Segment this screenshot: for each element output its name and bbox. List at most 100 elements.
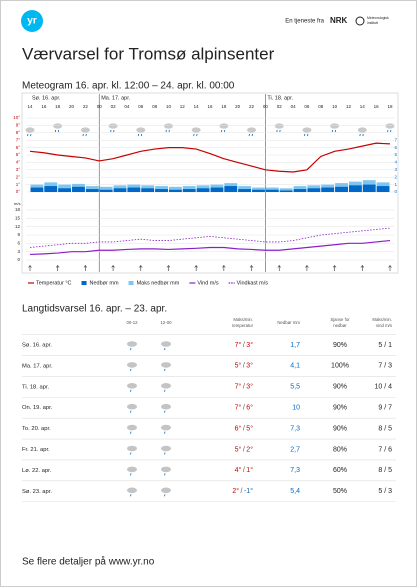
wind-tick-label: 15 [15,216,21,221]
weather-icon [362,133,364,137]
column-header: Sjanse for [330,317,350,322]
day-label: Sø. 16. apr. [32,95,61,101]
row-day: To. 20. apr. [22,426,51,432]
row-day: Ma. 17. apr. [22,363,53,369]
wind-value: 8 / 5 [378,467,392,474]
wind-arrow [111,265,115,268]
temp-min: 5° [246,424,253,432]
met-text: institutt [367,21,378,25]
weather-icon [357,127,367,133]
temp-min: 3° [246,362,253,370]
y2-tick-label: 4 [394,160,397,165]
y-tick-label: 10° [13,115,20,120]
wind-value: 5 / 3 [378,488,392,495]
weather-icon [307,133,309,137]
meteogram-frame [21,92,399,274]
hour-label: 06 [304,104,310,109]
weather-icon [161,445,171,452]
wind-value: 5 / 1 [378,342,392,349]
precipitation-bar [196,188,210,192]
precipitation-max-bar [99,186,113,192]
weather-icon [130,389,132,392]
y-tick-label: 0° [16,189,21,194]
weather-icon [161,487,171,494]
weather-icon [85,133,87,137]
met-text: Meteorologisk [367,16,389,20]
y-tick-label: 9° [16,123,21,128]
precipitation-bar [321,187,335,192]
logo: yr [27,16,37,27]
precipitation-bar [168,189,182,192]
precip-value: 5,4 [290,488,300,495]
y-tick-label: 8° [16,130,21,135]
weather-icon [219,123,229,129]
hour-label: 04 [124,104,130,109]
temp-max: 7° [235,383,242,391]
wind-arrow [360,265,365,268]
precipitation-bar [376,186,390,192]
y2-tick-label: 2 [394,174,397,179]
weather-icon [130,410,132,413]
weather-icon [130,431,132,434]
hour-label: 02 [111,104,117,109]
weather-icon [27,133,29,137]
weather-icon [331,129,334,133]
column-header: Maks/min. [372,317,392,322]
hour-label: 08 [152,104,158,109]
weather-icon [54,129,57,133]
temp-separator: / [243,425,245,432]
temp-min: 6° [246,404,253,412]
wind-unit: m/s [14,201,20,206]
weather-icon [359,133,361,137]
weather-icon [164,389,166,392]
weather-icon [30,133,32,137]
wind-arrow [388,265,392,268]
precip-value: 4,1 [290,363,300,370]
hour-label: 04 [291,104,297,109]
hour-label: 06 [138,104,144,109]
temp-max: 4° [235,466,242,474]
hour-label: 16 [374,104,380,109]
y-tick-label: 7° [16,137,21,142]
row-day: Fr. 21. apr. [22,447,50,453]
weather-icon [130,494,132,497]
weather-icon [304,133,306,137]
precipitation-bar [182,189,196,192]
hour-label: 10 [332,104,338,109]
legend-label: Vindkast m/s [237,280,269,286]
weather-icon [385,123,395,129]
hour-label: 14 [194,104,200,109]
precipitation-bar [113,188,127,192]
weather-icon [248,133,250,137]
hour-label: 12 [346,104,352,109]
legend-swatch [81,281,87,285]
wind-value: 7 / 3 [378,363,392,370]
weather-icon [25,127,35,133]
precipitation-max-bar [168,186,182,192]
wind-tick-label: 0 [17,257,20,262]
nrk-logo: NRK [330,16,348,25]
hour-label: 16 [41,104,47,109]
legend-label: Vind m/s [197,280,219,286]
temp-separator: / [243,384,245,391]
weather-icon [164,410,166,413]
y-tick-label: 6° [16,145,21,150]
wind-arrow [28,265,32,268]
wind-arrow [277,265,281,268]
weather-icon [127,383,137,389]
column-header: temperatur [232,323,253,328]
column-header: vind m/s [376,323,392,328]
weather-icon [127,403,137,410]
precipitation-bar [335,186,348,192]
weather-icon [164,473,166,476]
hour-label: 00 [263,104,269,109]
weather-icon [130,347,132,351]
chance-value: 100% [331,363,349,370]
wind-arrow [166,265,171,268]
chance-value: 90% [333,405,347,412]
y-tick-label: 2° [16,174,21,179]
precipitation-bar [348,185,362,192]
temp-max: 5° [235,445,242,453]
